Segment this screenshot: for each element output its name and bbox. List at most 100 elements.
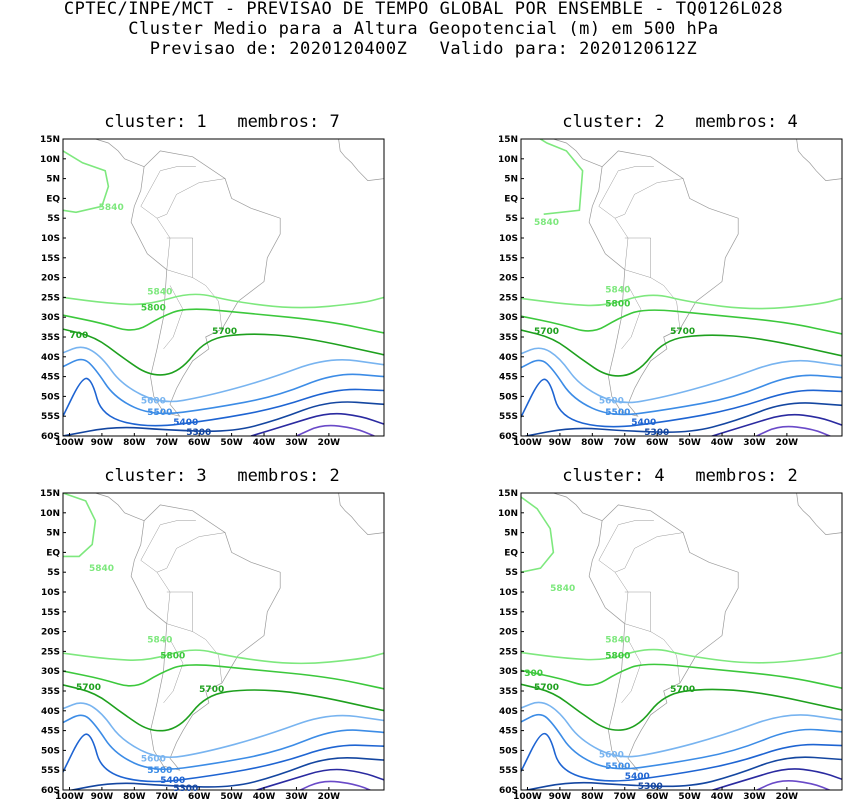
lat-label: 60S xyxy=(499,786,518,796)
lat-label: 15S xyxy=(41,254,60,264)
lon-label: 70W xyxy=(614,792,637,802)
map-frame xyxy=(520,138,843,437)
panel-4-title: cluster: 4 membros: 2 xyxy=(562,466,798,486)
contour-label: 5700 xyxy=(534,327,559,337)
map-panel-4: 15N 10N 5N EQ 5S 10S 15S 20S 25S 30S 35S 40S 45S 50S 5… xyxy=(498,489,843,802)
country-border xyxy=(624,269,681,330)
contour-line xyxy=(522,756,842,790)
coastline-central-america xyxy=(94,139,145,168)
chart-title-line2: Cluster Medio para a Altura Geopotencial… xyxy=(128,19,719,39)
lat-label: 5N xyxy=(504,529,518,539)
contour-line xyxy=(521,347,842,404)
contour-line xyxy=(709,413,842,436)
lat-label: 15N xyxy=(40,135,60,145)
lon-label: 90W xyxy=(549,438,572,448)
contour-line xyxy=(521,732,842,782)
contour-line xyxy=(63,328,384,376)
lat-label: 5N xyxy=(504,175,518,185)
map-area-panel-3 xyxy=(63,493,384,790)
lon-label: 30W xyxy=(743,438,766,448)
contour-line xyxy=(521,683,842,731)
contour-label: 5400 xyxy=(625,772,650,782)
lon-label: 80W xyxy=(581,438,604,448)
lon-label: 80W xyxy=(123,438,146,448)
contour-label: 300 xyxy=(524,669,543,679)
country-border xyxy=(166,269,223,330)
map-panel-3: 15N 10N 5N EQ 5S 10S 15S 20S 25S 30S 35S 40S 45S 50S 5… xyxy=(40,489,385,802)
contour-line xyxy=(63,733,384,783)
lon-label: 100W xyxy=(55,438,84,448)
lat-label: 5S xyxy=(47,568,60,578)
country-border xyxy=(614,178,684,270)
lon-label: 50W xyxy=(220,792,243,802)
map-frame xyxy=(62,492,385,791)
lat-label: 10N xyxy=(40,155,60,165)
lat-label: 35S xyxy=(41,687,60,697)
panel-2-title: cluster: 2 membros: 4 xyxy=(562,112,798,132)
lat-label: EQ xyxy=(504,194,518,204)
contour-5840-north xyxy=(63,150,110,214)
lon-label: 60W xyxy=(646,438,669,448)
lon-label: 20W xyxy=(776,438,799,448)
lat-label: 20S xyxy=(499,628,518,638)
coastline-africa xyxy=(796,139,842,181)
lat-label: 30S xyxy=(41,667,60,677)
contour-line xyxy=(710,768,842,790)
lat-label: 5N xyxy=(46,529,60,539)
country-border xyxy=(156,532,226,624)
lat-label: 40S xyxy=(41,353,60,363)
contour-line xyxy=(63,377,384,427)
lon-label: 90W xyxy=(91,438,114,448)
lat-label: 25S xyxy=(499,647,518,657)
lat-label: 5N xyxy=(46,175,60,185)
lat-label: 10S xyxy=(41,588,60,598)
lat-label: 15S xyxy=(41,608,60,618)
lon-label: 70W xyxy=(614,438,637,448)
lat-label: 40S xyxy=(499,353,518,363)
contour-line xyxy=(63,664,384,690)
lat-label: 25S xyxy=(41,647,60,657)
contour-line xyxy=(63,401,384,436)
contour-line xyxy=(521,648,842,664)
lat-label: 25S xyxy=(499,293,518,303)
lon-label: 60W xyxy=(646,792,669,802)
panel-3-title: cluster: 3 membros: 2 xyxy=(104,466,340,486)
lon-label: 80W xyxy=(123,792,146,802)
country-border xyxy=(163,639,184,704)
contour-line xyxy=(63,714,384,770)
lat-label: 50S xyxy=(41,746,60,756)
lat-label: 60S xyxy=(41,432,60,442)
contour-line xyxy=(754,425,832,436)
lat-label: 50S xyxy=(41,392,60,402)
lat-label: 55S xyxy=(41,766,60,776)
coastline-central-america xyxy=(552,139,603,168)
lon-label: 20W xyxy=(318,438,341,448)
panel-1-title: cluster: 1 membros: 7 xyxy=(104,112,340,132)
lat-label: 10S xyxy=(499,588,518,598)
country-border xyxy=(140,166,196,219)
lat-label: 5S xyxy=(505,568,518,578)
contour-label: 5800 xyxy=(141,303,166,313)
map-area-panel-2 xyxy=(521,139,842,436)
lat-label: 35S xyxy=(499,333,518,343)
lat-label: 30S xyxy=(41,313,60,323)
lon-label: 20W xyxy=(318,792,341,802)
contour-label: 5300 xyxy=(638,782,663,792)
contour-label: 5400 xyxy=(173,418,198,428)
contour-line xyxy=(298,780,373,790)
coastline-central-america xyxy=(94,493,145,522)
contour-label: 5700 xyxy=(534,683,559,693)
contour-line xyxy=(68,756,384,790)
lat-label: 55S xyxy=(499,766,518,776)
lat-label: 30S xyxy=(499,667,518,677)
contour-line xyxy=(296,424,375,436)
lat-label: 50S xyxy=(499,392,518,402)
lon-label: 40W xyxy=(711,438,734,448)
map-area-panel-1 xyxy=(63,139,384,436)
map-frame xyxy=(520,492,843,791)
contour-line xyxy=(521,294,842,310)
lat-label: 40S xyxy=(499,707,518,717)
lat-label: 25S xyxy=(41,293,60,303)
contour-label: 5700 xyxy=(212,327,237,337)
